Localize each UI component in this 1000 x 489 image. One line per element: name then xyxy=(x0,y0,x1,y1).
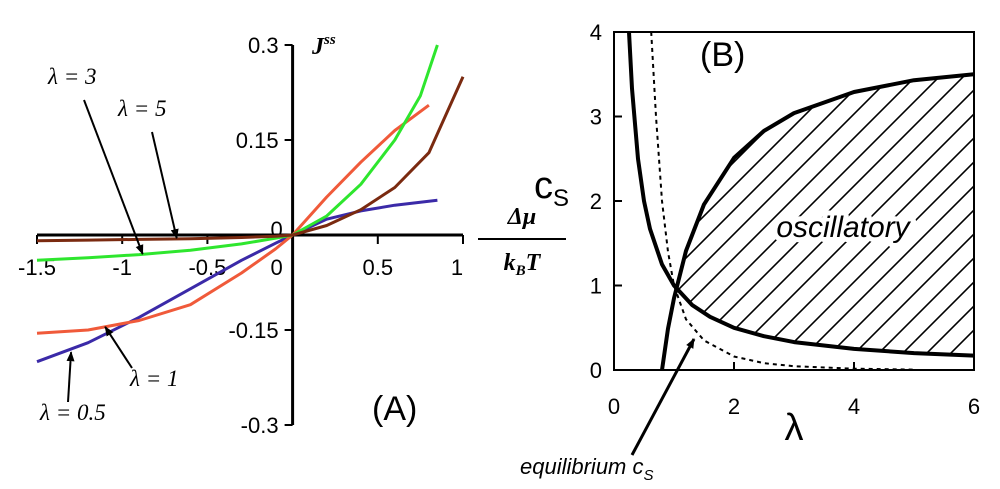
panel-b-y-tick-label: 3 xyxy=(590,105,602,130)
panel-a-x-tick-label: -1 xyxy=(112,255,132,280)
panel-b-curve-3 xyxy=(650,32,915,370)
panel-b-x-tick-label: 4 xyxy=(848,394,860,419)
panel-a-x-tick-label: 0 xyxy=(270,255,282,280)
panel-b-x-tick-label: 6 xyxy=(968,394,980,419)
panel-a-annotation-label-3: λ = 3 xyxy=(47,64,96,89)
panel-a-x-axis-title-t: T xyxy=(526,250,542,276)
panel-b-series xyxy=(627,32,974,370)
panel-b-hatch-line xyxy=(909,74,974,356)
panel-b-x-tick-label: 0 xyxy=(608,394,620,419)
panel-a-y-axis-title: Jss xyxy=(311,32,336,60)
panel-b-hatch-line xyxy=(674,74,974,356)
panel-b-y-tick-label: 2 xyxy=(590,189,602,214)
panel-b-series-clip-group xyxy=(627,32,974,370)
panel-b-y-axis-title-sub: S xyxy=(553,185,569,212)
panel-a-annotation-label-0-5: λ = 0.5 xyxy=(39,400,106,425)
panel-b-axes: 0 2 4 6 0 1 2 3 4 xyxy=(590,20,980,419)
panel-a-x-axis-title: Δμ kBT xyxy=(478,204,566,279)
panel-b-oscillatory-hatch xyxy=(238,0,1000,370)
panel-a-y-tick-label: 0.15 xyxy=(236,128,279,153)
panel-b-hatch-line xyxy=(765,74,974,356)
panel-b-hatch-line xyxy=(861,74,974,356)
panel-b-hatch-line xyxy=(674,74,974,356)
panel-b-hatch-line xyxy=(674,74,711,356)
panel-b-hatch-line xyxy=(741,74,974,356)
panel-a-annotation-label-1: λ = 1 xyxy=(129,366,178,391)
panel-a-annotation-arrow-5 xyxy=(151,131,179,240)
panel-b-y-tick-label: 1 xyxy=(590,274,602,299)
panel-b-hatch-line xyxy=(813,74,974,356)
panel-b-curve-2 xyxy=(660,72,974,370)
panel-a-y-axis-title-sup: ss xyxy=(323,32,336,48)
panel-a-x-axis-title-sub: B xyxy=(515,263,526,279)
panel-b-y-tick-label: 4 xyxy=(590,20,602,45)
panel-a-y-tick-label: 0.3 xyxy=(248,33,279,58)
panel-b-hatch-line xyxy=(238,0,638,370)
panel-a-x-tick-label: 0.5 xyxy=(363,255,394,280)
panel-b-x-axis-title: λ xyxy=(785,407,804,449)
panel-b-hatch-line xyxy=(933,74,974,356)
panel-a-annotation-arrow-0-5 xyxy=(66,351,75,403)
panel-b-hatch-line xyxy=(789,74,974,356)
panel-b-hatch-line xyxy=(837,74,974,356)
panel-a: -1.5 -1 -0.5 0 0.5 1-0.3-0.150.150.30 λ = 3λ … xyxy=(18,32,566,438)
panel-a-x-tick-label: 1 xyxy=(451,255,463,280)
panel-b-hatch-line xyxy=(674,74,807,356)
panel-b-y-axis-title: cS xyxy=(534,165,569,212)
panel-a-series xyxy=(36,44,465,364)
panel-b-equilibrium-label: equilibrium cS xyxy=(520,454,654,484)
panel-b-y-tick-label: 0 xyxy=(590,358,602,383)
panel-b-x-tick-label: 2 xyxy=(728,394,740,419)
panel-a-y-tick-label: -0.15 xyxy=(228,318,278,343)
panel-b-hatch-line xyxy=(674,74,974,356)
panel-b-hatch-line xyxy=(674,74,974,356)
panel-a-annotation-arrow-1 xyxy=(104,325,133,369)
panel-b-region-label: oscillatory xyxy=(776,211,911,244)
panel-b-hatch-line xyxy=(885,74,974,356)
panel-b-hatch-line xyxy=(674,74,687,356)
panel-a-y-axis-title-main: J xyxy=(311,34,325,60)
panel-a-axes: -1.5 -1 -0.5 0 0.5 1-0.3-0.150.150.30 xyxy=(18,33,464,438)
panel-a-x-axis-title-denominator: kBT xyxy=(504,250,542,279)
panel-b-hatch-line xyxy=(717,74,974,356)
panel-b-hatch-line xyxy=(957,74,974,356)
panel-b-equilibrium-arrow xyxy=(630,338,696,456)
panel-b-equilibrium-label-main: equilibrium c xyxy=(520,454,644,479)
panel-b-y-axis-title-main: c xyxy=(534,165,553,207)
panel-b-hatch-line xyxy=(674,74,855,356)
panel-b-hatch-lines xyxy=(238,0,1000,370)
panel-a-label: (A) xyxy=(372,390,417,428)
panel-b-hatch-line xyxy=(693,74,974,356)
panel-b-hatch-line xyxy=(674,74,974,356)
panel-b-curve-1 xyxy=(627,32,974,358)
panel-a-series-line-1 xyxy=(36,103,430,335)
panel-a-x-axis-title-numerator: Δμ xyxy=(507,204,536,230)
panel-b-equilibrium-label-sub: S xyxy=(644,467,654,484)
panel-a-x-axis-title-k: k xyxy=(504,250,516,276)
panel-b-hatch-line xyxy=(982,0,1000,370)
panel-a-annotations: λ = 3 λ = 5 λ = 1 λ = 0.5 xyxy=(39,64,179,425)
panel-b-label: (B) xyxy=(700,36,745,74)
panel-a-annotation-arrow-3 xyxy=(83,99,144,255)
panel-a-x-tick-label: -0.5 xyxy=(188,255,226,280)
panel-a-y-tick-label: -0.3 xyxy=(241,413,279,438)
panel-a-series-line-0-5 xyxy=(36,198,438,364)
panel-b-hatch-line xyxy=(674,74,951,356)
panel-a-annotation-label-5: λ = 5 xyxy=(117,96,166,121)
panel-a-series-line-5 xyxy=(36,76,465,243)
